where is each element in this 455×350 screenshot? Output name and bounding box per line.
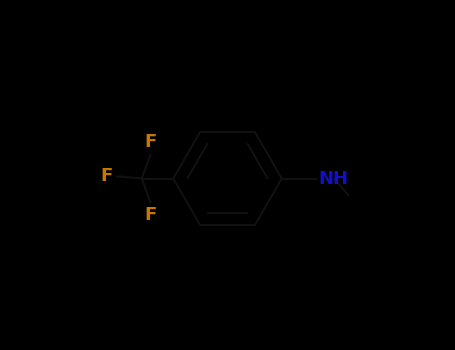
Text: NH: NH [318,169,349,188]
Text: F: F [145,206,157,224]
Text: F: F [145,133,157,151]
Text: F: F [101,167,113,185]
